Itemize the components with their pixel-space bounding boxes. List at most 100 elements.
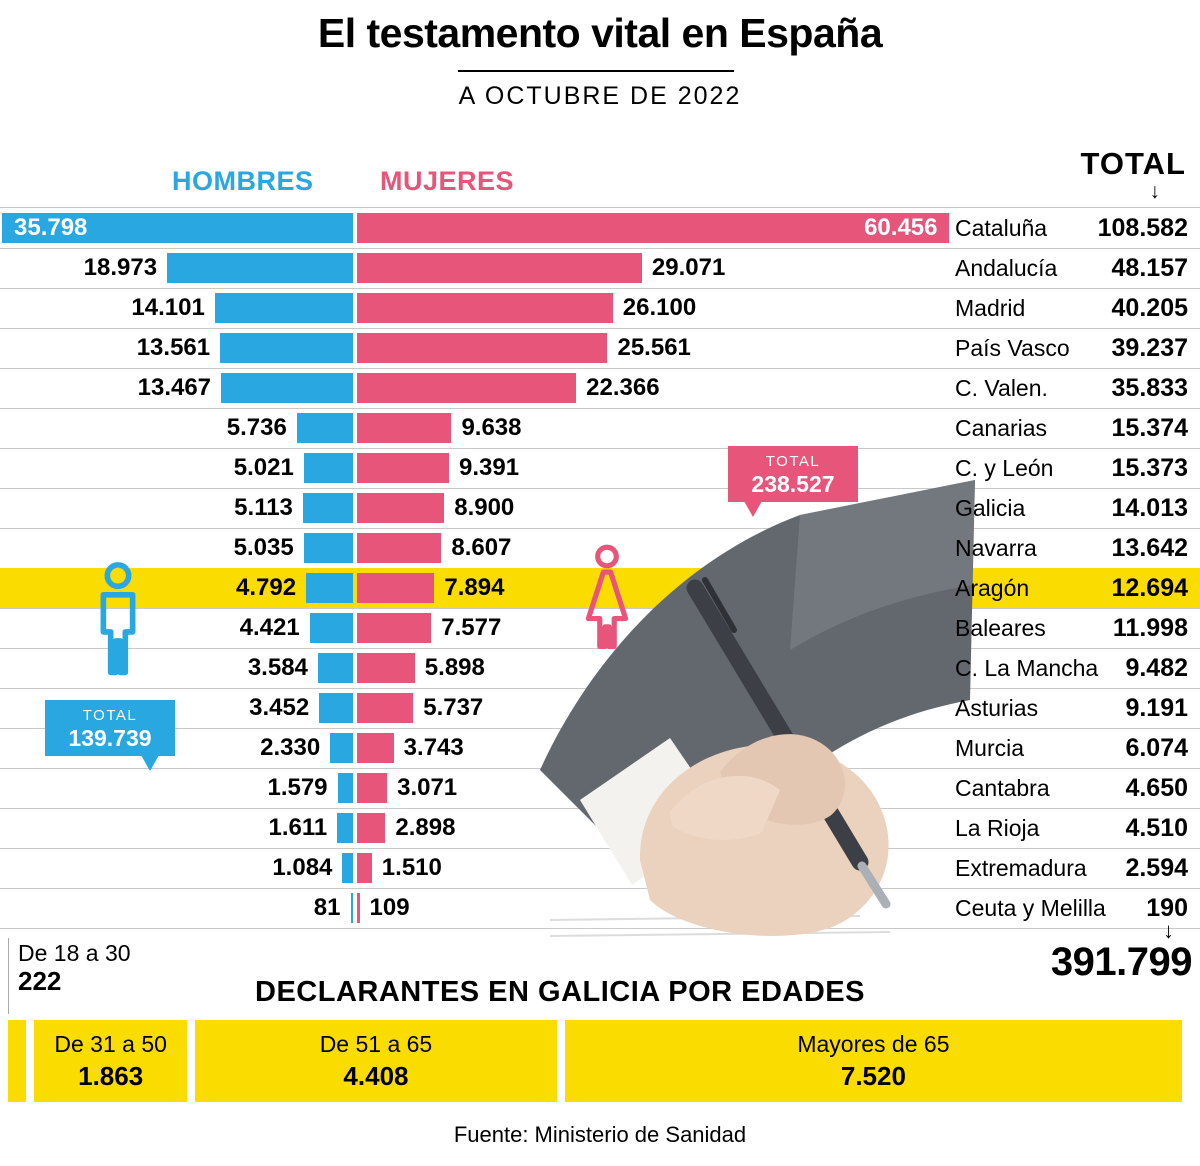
region-label: C. La Mancha [955, 655, 1099, 681]
men-value: 4.421 [239, 614, 300, 641]
total-value: 4.650 [1125, 774, 1188, 802]
men-value: 3.584 [247, 654, 308, 681]
region-label: Cantabra [955, 775, 1050, 801]
region-label: La Rioja [955, 815, 1040, 841]
total-value: 40.205 [1111, 294, 1188, 322]
women-value: 5.898 [424, 654, 485, 681]
legend-hombres: HOMBRES [172, 166, 314, 196]
total-value: 9.191 [1125, 694, 1188, 722]
chart-row: 13.467 22.366 C. Valen. 35.833 [0, 368, 1200, 409]
age-segment [8, 1020, 27, 1102]
men-bar [167, 253, 353, 283]
men-total-callout: TOTAL 139.739 [45, 700, 175, 771]
men-bar [221, 373, 353, 403]
women-bar [357, 853, 372, 883]
region-label: Extremadura [955, 855, 1087, 881]
men-value: 5.035 [233, 534, 294, 561]
men-bar [303, 453, 353, 483]
chart-row: 13.561 25.561 País Vasco 39.237 [0, 328, 1200, 369]
legend-total: TOTAL [1080, 146, 1186, 181]
chart-row: 5.113 8.900 Galicia 14.013 [0, 488, 1200, 529]
chart-row: 81 109 Ceuta y Melilla 190 [0, 888, 1200, 929]
woman-icon [585, 544, 629, 650]
men-value: 14.101 [131, 294, 205, 321]
men-bar [302, 493, 353, 523]
women-value: 3.743 [403, 734, 464, 761]
source-credit: Fuente: Ministerio de Sanidad [453, 1122, 747, 1147]
men-value: 3.452 [249, 694, 310, 721]
region-label: Aragón [955, 575, 1030, 601]
men-value: 18.973 [83, 254, 158, 281]
women-value: 7.894 [444, 574, 505, 601]
women-value: 2.898 [395, 814, 456, 841]
women-value: 9.391 [459, 454, 520, 481]
total-value: 9.482 [1125, 654, 1188, 682]
region-label: Galicia [955, 495, 1026, 521]
men-bar [330, 733, 353, 763]
men-bar [350, 893, 353, 923]
total-value: 11.998 [1112, 614, 1188, 642]
total-value: 4.510 [1125, 814, 1188, 842]
region-label: Asturias [955, 695, 1039, 721]
women-value: 8.607 [451, 534, 512, 561]
down-arrow-icon: ↓ [1149, 180, 1161, 203]
total-value: 108.582 [1097, 214, 1188, 242]
chart-row: 3.452 5.737 Asturias 9.191 [0, 688, 1200, 729]
women-bar [357, 453, 450, 483]
age-segment-label: Mayores de 65 [797, 1030, 950, 1057]
men-value: 2.330 [260, 734, 321, 761]
women-bar [357, 573, 435, 603]
down-arrow-icon: ↓ [1163, 918, 1174, 943]
women-value: 60.456 [864, 214, 938, 241]
total-value: 6.074 [1125, 734, 1188, 762]
chart-row: 5.021 9.391 C. y León 15.373 [0, 448, 1200, 489]
chart-row: 5.035 8.607 Navarra 13.642 [0, 528, 1200, 569]
men-bar [337, 773, 353, 803]
women-bar [357, 533, 442, 563]
age-segment-value: 1.863 [78, 1060, 144, 1091]
chart-row: 5.736 9.638 Canarias 15.374 [0, 408, 1200, 449]
chart-row: 35.798 60.456 Cataluña 108.582 [0, 208, 1200, 249]
men-value: 1.579 [267, 774, 328, 801]
region-label: País Vasco [955, 335, 1070, 361]
age-axis-tick [8, 938, 9, 1014]
women-value: 1.510 [381, 854, 442, 881]
age-band: De 31 a 50 1.863 De 51 a 65 4.408 Mayores de… [0, 1020, 1200, 1102]
chart-row: 1.611 2.898 La Rioja 4.510 [0, 808, 1200, 849]
men-value: 5.021 [233, 454, 294, 481]
men-bar [303, 533, 353, 563]
men-bar [220, 333, 353, 363]
men-bar [317, 653, 353, 683]
region-label: Andalucía [955, 255, 1058, 281]
total-value: 39.237 [1111, 334, 1188, 362]
men-total-value: 139.739 [68, 725, 152, 751]
total-value: 13.642 [1111, 534, 1188, 562]
men-bar [309, 613, 353, 643]
age-18-30-label: De 18 a 30 [18, 940, 131, 966]
region-label: Canarias [955, 415, 1048, 441]
chart-row: 4.421 7.577 Baleares 11.998 [0, 608, 1200, 649]
women-bar [357, 693, 414, 723]
men-total-caption: TOTAL [82, 707, 138, 724]
women-bar [357, 413, 452, 443]
hand-writing-photo [540, 480, 975, 937]
age-segment-value: 4.408 [343, 1060, 409, 1091]
chart-row: 14.101 26.100 Madrid 40.205 [0, 288, 1200, 329]
total-value: 14.013 [1111, 494, 1188, 522]
ages-heading: DECLARANTES EN GALICIA POR EDADES [255, 976, 865, 1008]
region-label: C. Valen. [955, 375, 1048, 401]
women-bar [357, 613, 432, 643]
page-title: El testamento vital en España [317, 10, 883, 56]
total-value: 190 [1146, 894, 1188, 922]
men-value: 35.798 [14, 214, 88, 241]
total-value: 2.594 [1125, 854, 1188, 882]
age-segment: De 31 a 50 1.863 [34, 1020, 188, 1102]
men-value: 1.611 [268, 814, 328, 841]
men-value: 5.736 [226, 414, 287, 441]
women-value: 8.900 [454, 494, 515, 521]
page-subtitle: A OCTUBRE DE 2022 [458, 82, 742, 110]
men-value: 1.084 [272, 854, 333, 881]
men-bar [342, 853, 353, 883]
region-label: Madrid [955, 295, 1026, 321]
